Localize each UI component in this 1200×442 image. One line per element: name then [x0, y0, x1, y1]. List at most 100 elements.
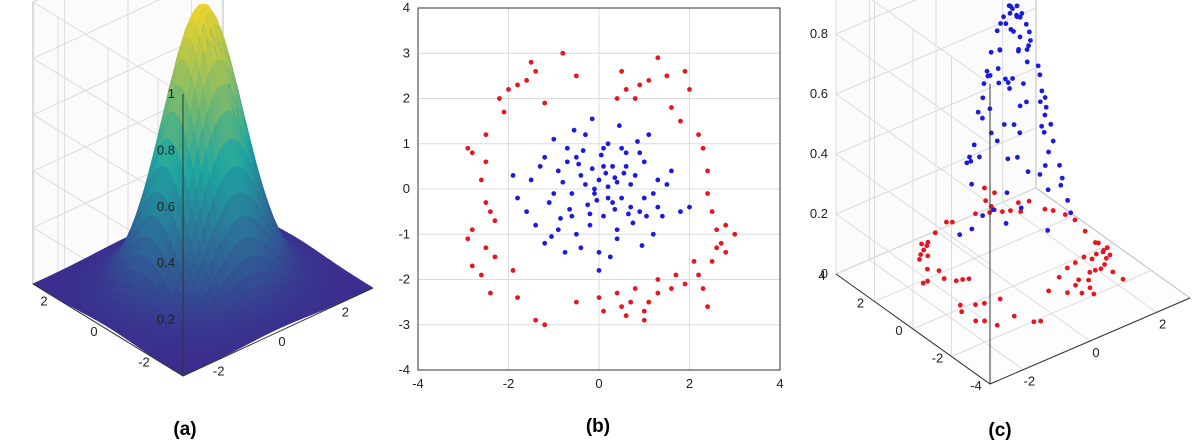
red-point — [573, 299, 579, 305]
blue-point — [551, 136, 557, 142]
blue-point — [1043, 104, 1049, 110]
y-tick-label: -1 — [398, 226, 410, 241]
red-point — [966, 276, 972, 282]
red-point — [488, 209, 493, 215]
red-point — [655, 55, 661, 61]
blue-point — [1035, 63, 1041, 69]
red-point — [506, 87, 511, 92]
y-tick-label: 4 — [818, 268, 825, 283]
red-point — [1103, 255, 1109, 261]
blue-point — [551, 191, 557, 196]
blue-point — [605, 195, 611, 201]
z-tick-label: 0.8 — [810, 26, 828, 41]
red-point — [700, 286, 706, 291]
red-point — [619, 68, 625, 74]
blue-point — [610, 200, 615, 205]
y-tick-label: 0 — [895, 323, 902, 338]
blue-point — [1005, 80, 1011, 85]
blue-point — [1068, 210, 1074, 216]
red-point — [682, 68, 688, 74]
red-point — [528, 59, 534, 65]
red-point — [1050, 208, 1056, 213]
blue-point — [1024, 59, 1030, 65]
red-point — [655, 290, 661, 296]
x-tick-label: -2 — [503, 376, 515, 391]
red-point — [1098, 266, 1104, 272]
blue-point — [571, 127, 577, 133]
red-point — [981, 300, 987, 306]
red-point — [632, 96, 638, 101]
red-point — [560, 50, 566, 56]
red-point — [1091, 291, 1097, 297]
blue-point — [991, 207, 996, 213]
blue-point — [1018, 205, 1024, 211]
blue-point — [569, 191, 575, 196]
red-point — [1056, 274, 1062, 280]
blue-point — [975, 109, 981, 115]
red-point — [1008, 208, 1013, 214]
y-tick-label: -2 — [932, 351, 944, 366]
blue-point — [994, 28, 1000, 34]
red-point — [696, 132, 701, 138]
blue-point — [1048, 121, 1054, 127]
red-point — [1086, 277, 1092, 283]
blue-point — [623, 150, 629, 156]
red-point — [723, 222, 729, 228]
red-point — [982, 318, 987, 324]
x-axis-line — [989, 297, 1191, 385]
blue-point — [1003, 76, 1008, 82]
blue-point — [1041, 129, 1047, 135]
red-point — [465, 236, 471, 242]
y-axis-line — [32, 283, 184, 377]
red-point — [983, 198, 989, 204]
red-point — [623, 313, 629, 319]
blue-point — [558, 216, 563, 221]
red-point — [1072, 217, 1078, 223]
blue-point — [537, 163, 543, 169]
blue-point — [655, 204, 661, 210]
panel-b-scatter-plot: -4 -2 0 2 4 -4 -3 -2 -1 0 1 2 3 4 — [398, 0, 783, 391]
red-point — [920, 280, 926, 286]
red-point — [619, 304, 625, 310]
red-point — [992, 190, 997, 196]
red-point — [918, 252, 924, 257]
x-tick-label: 0 — [278, 334, 285, 349]
red-point — [492, 254, 498, 260]
red-point — [997, 296, 1003, 302]
red-point — [1120, 276, 1126, 282]
y-tick-label: -2 — [398, 272, 410, 287]
blue-point — [1039, 123, 1045, 129]
blue-point — [623, 163, 629, 169]
blue-point — [650, 191, 656, 196]
blue-point — [587, 222, 593, 228]
blue-point — [659, 213, 665, 219]
red-point — [515, 82, 520, 88]
red-point — [705, 168, 710, 174]
blue-point — [555, 227, 561, 233]
blue-point — [596, 268, 602, 273]
blue-point — [1005, 156, 1011, 162]
red-point — [641, 308, 647, 314]
blue-point — [1057, 162, 1062, 168]
gaussian-surface — [32, 3, 374, 377]
blue-point — [528, 177, 534, 183]
red-point — [483, 245, 489, 251]
blue-point — [576, 161, 582, 167]
blue-point — [1003, 221, 1009, 226]
blue-point — [589, 166, 595, 172]
red-point — [1081, 254, 1087, 260]
blue-point — [1050, 138, 1056, 144]
blue-point — [626, 211, 631, 217]
red-point — [478, 177, 484, 183]
red-point — [925, 253, 931, 259]
red-point — [488, 290, 493, 296]
blue-point — [614, 227, 620, 233]
x-tick-label: 4 — [776, 376, 783, 391]
blue-point — [1001, 14, 1006, 20]
red-point — [1064, 265, 1070, 271]
blue-point — [967, 154, 972, 160]
z-tick-label: 0.6 — [157, 199, 175, 214]
blue-point — [1025, 169, 1031, 175]
blue-point — [562, 249, 568, 255]
blue-point — [637, 209, 643, 215]
